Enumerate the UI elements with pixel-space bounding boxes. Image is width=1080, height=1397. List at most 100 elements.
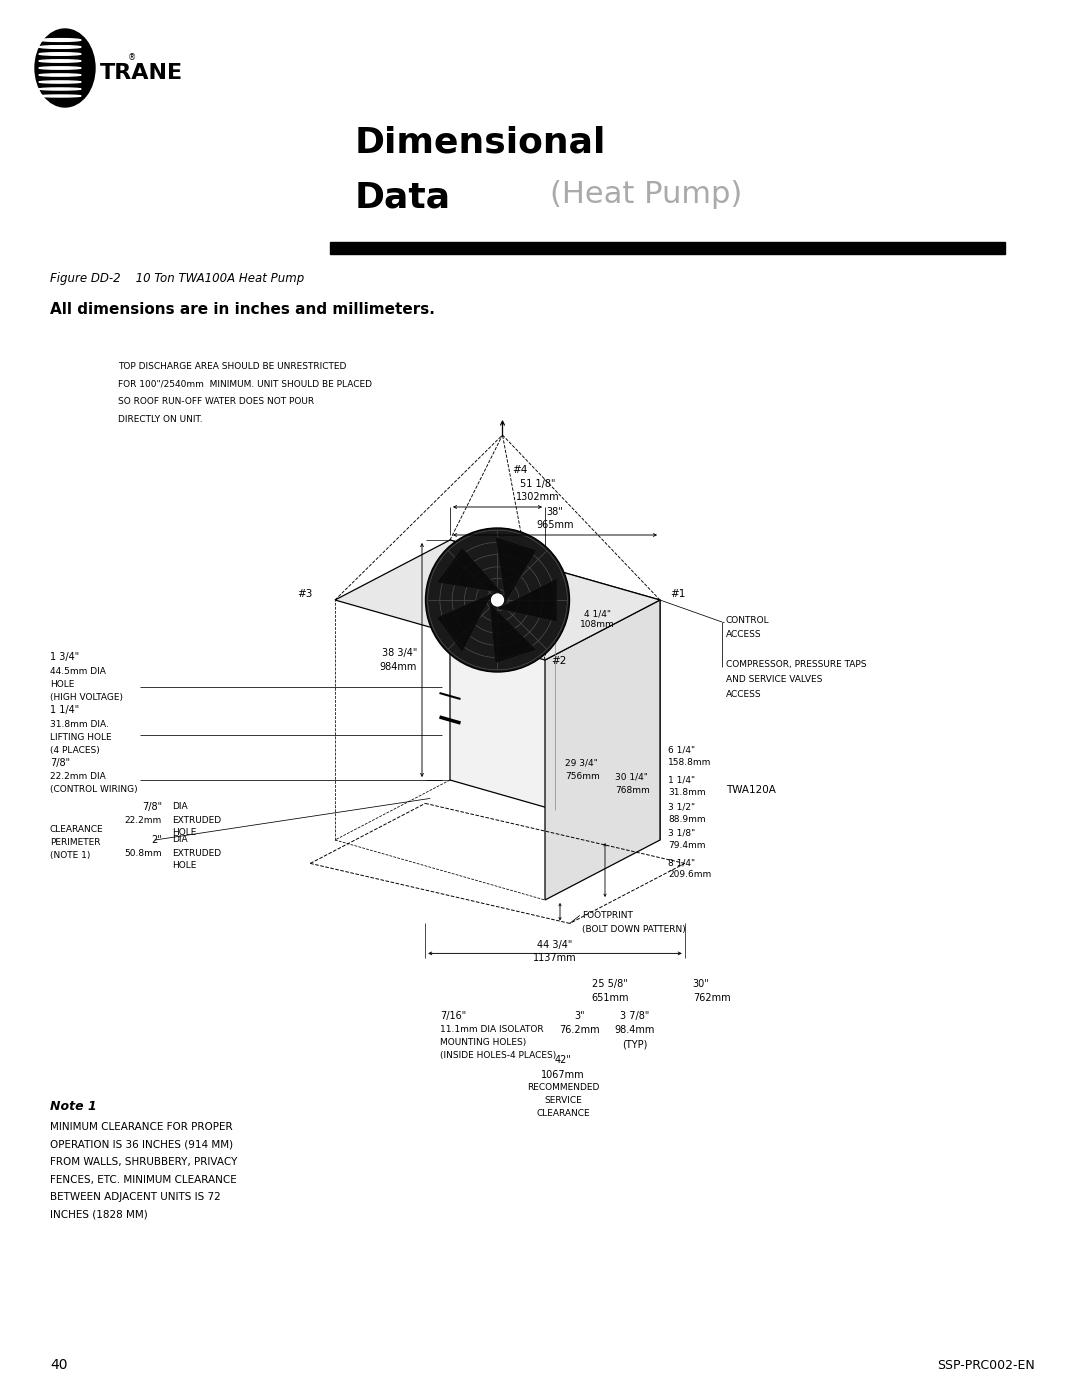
Text: 38": 38": [546, 507, 564, 517]
Text: BETWEEN ADJACENT UNITS IS 72: BETWEEN ADJACENT UNITS IS 72: [50, 1192, 220, 1201]
Text: 50.8mm: 50.8mm: [124, 849, 162, 858]
Text: 1302mm: 1302mm: [515, 492, 559, 502]
Text: COMPRESSOR, PRESSURE TAPS: COMPRESSOR, PRESSURE TAPS: [726, 659, 866, 669]
Text: 40: 40: [50, 1358, 67, 1372]
Text: 2": 2": [151, 835, 162, 845]
Text: 22.2mm DIA: 22.2mm DIA: [50, 773, 106, 781]
Text: MINIMUM CLEARANCE FOR PROPER: MINIMUM CLEARANCE FOR PROPER: [50, 1122, 232, 1132]
Text: Data: Data: [355, 180, 451, 214]
Text: Note 1: Note 1: [50, 1099, 97, 1113]
Text: Figure DD-2    10 Ton TWA100A Heat Pump: Figure DD-2 10 Ton TWA100A Heat Pump: [50, 272, 305, 285]
Text: DIA: DIA: [172, 802, 188, 812]
Text: 30": 30": [692, 979, 710, 989]
Text: 79.4mm: 79.4mm: [669, 841, 705, 849]
Text: 3 7/8": 3 7/8": [620, 1011, 650, 1021]
Text: 1 1/4": 1 1/4": [669, 775, 696, 784]
Text: (HIGH VOLTAGE): (HIGH VOLTAGE): [50, 693, 123, 703]
Text: AND SERVICE VALVES: AND SERVICE VALVES: [726, 675, 822, 685]
Text: 756mm: 756mm: [565, 773, 599, 781]
Text: 651mm: 651mm: [591, 993, 629, 1003]
Polygon shape: [436, 592, 492, 652]
Text: INCHES (1828 MM): INCHES (1828 MM): [50, 1210, 148, 1220]
Text: ®: ®: [129, 53, 136, 63]
Polygon shape: [489, 602, 537, 664]
Bar: [330, 242, 1005, 254]
Text: (Heat Pump): (Heat Pump): [550, 180, 742, 210]
Text: 4 1/4": 4 1/4": [584, 609, 611, 617]
Polygon shape: [498, 578, 557, 622]
Text: (CONTROL WIRING): (CONTROL WIRING): [50, 785, 137, 793]
Text: 1 3/4": 1 3/4": [50, 652, 79, 662]
Text: OPERATION IS 36 INCHES (914 MM): OPERATION IS 36 INCHES (914 MM): [50, 1140, 233, 1150]
Text: CLEARANCE: CLEARANCE: [50, 826, 104, 834]
Text: HOLE: HOLE: [172, 861, 197, 870]
Text: 6 1/4": 6 1/4": [669, 745, 696, 754]
Ellipse shape: [39, 60, 81, 63]
Text: (BOLT DOWN PATTERN): (BOLT DOWN PATTERN): [582, 925, 686, 935]
Text: TWA120A: TWA120A: [726, 785, 775, 795]
Text: 108mm: 108mm: [580, 620, 615, 629]
Text: 3 1/2": 3 1/2": [669, 802, 696, 812]
Text: #3: #3: [298, 590, 313, 599]
Text: TOP DISCHARGE AREA SHOULD BE UNRESTRICTED: TOP DISCHARGE AREA SHOULD BE UNRESTRICTE…: [118, 362, 347, 372]
Text: 1067mm: 1067mm: [541, 1070, 584, 1080]
Text: (4 PLACES): (4 PLACES): [50, 746, 99, 754]
Text: 7/16": 7/16": [441, 1011, 467, 1021]
Text: 3 1/8": 3 1/8": [669, 828, 696, 837]
Circle shape: [426, 528, 569, 672]
Text: FENCES, ETC. MINIMUM CLEARANCE: FENCES, ETC. MINIMUM CLEARANCE: [50, 1175, 237, 1185]
Text: 44 3/4": 44 3/4": [538, 940, 572, 950]
Text: 25 5/8": 25 5/8": [592, 979, 627, 989]
Text: 762mm: 762mm: [692, 993, 730, 1003]
Text: 98.4mm: 98.4mm: [615, 1025, 656, 1035]
Ellipse shape: [39, 53, 81, 56]
Text: 11.1mm DIA ISOLATOR: 11.1mm DIA ISOLATOR: [441, 1025, 544, 1034]
Text: MOUNTING HOLES): MOUNTING HOLES): [441, 1038, 527, 1048]
Text: 30 1/4": 30 1/4": [615, 773, 648, 781]
Text: 7/8": 7/8": [50, 759, 70, 768]
Text: 31.8mm: 31.8mm: [669, 788, 705, 798]
Polygon shape: [545, 599, 660, 900]
Ellipse shape: [39, 67, 81, 70]
Text: 209.6mm: 209.6mm: [669, 870, 712, 879]
Polygon shape: [496, 536, 537, 602]
Text: FOOTPRINT: FOOTPRINT: [582, 911, 633, 921]
Ellipse shape: [39, 46, 81, 49]
Text: 31.8mm DIA.: 31.8mm DIA.: [50, 719, 109, 729]
Text: 1137mm: 1137mm: [534, 953, 577, 964]
Text: 76.2mm: 76.2mm: [559, 1025, 600, 1035]
Text: 38 3/4": 38 3/4": [381, 648, 417, 658]
Text: 7/8": 7/8": [141, 802, 162, 812]
Text: (TYP): (TYP): [622, 1039, 648, 1049]
Text: RECOMMENDED: RECOMMENDED: [527, 1084, 599, 1092]
Text: 768mm: 768mm: [615, 787, 650, 795]
Polygon shape: [335, 541, 660, 659]
Text: CLEARANCE: CLEARANCE: [536, 1109, 590, 1119]
Text: FOR 100"/2540mm  MINIMUM. UNIT SHOULD BE PLACED: FOR 100"/2540mm MINIMUM. UNIT SHOULD BE …: [118, 380, 372, 388]
Text: ACCESS: ACCESS: [726, 630, 761, 638]
Text: SSP-PRC002-EN: SSP-PRC002-EN: [937, 1359, 1035, 1372]
Text: TRANE: TRANE: [100, 63, 184, 82]
Text: CONTROL: CONTROL: [726, 616, 770, 624]
Text: #2: #2: [551, 657, 566, 666]
Text: 42": 42": [554, 1055, 571, 1066]
Polygon shape: [436, 548, 502, 592]
Text: 965mm: 965mm: [537, 520, 573, 529]
Text: 51 1/8": 51 1/8": [519, 479, 555, 489]
Text: Dimensional: Dimensional: [355, 124, 606, 159]
Text: HOLE: HOLE: [50, 680, 75, 689]
Text: HOLE: HOLE: [172, 828, 197, 837]
Text: LIFTING HOLE: LIFTING HOLE: [50, 733, 111, 742]
Text: DIA: DIA: [172, 835, 188, 844]
Ellipse shape: [39, 88, 81, 89]
Text: SERVICE: SERVICE: [544, 1097, 582, 1105]
Text: SO ROOF RUN-OFF WATER DOES NOT POUR: SO ROOF RUN-OFF WATER DOES NOT POUR: [118, 397, 314, 407]
Text: DIRECTLY ON UNIT.: DIRECTLY ON UNIT.: [118, 415, 203, 423]
Text: 29 3/4": 29 3/4": [565, 759, 597, 767]
Text: 158.8mm: 158.8mm: [669, 759, 712, 767]
Text: EXTRUDED: EXTRUDED: [172, 816, 221, 826]
Text: #1: #1: [670, 590, 686, 599]
Text: 8 1/4": 8 1/4": [669, 858, 696, 868]
Text: ACCESS: ACCESS: [726, 690, 761, 698]
Text: EXTRUDED: EXTRUDED: [172, 849, 221, 858]
